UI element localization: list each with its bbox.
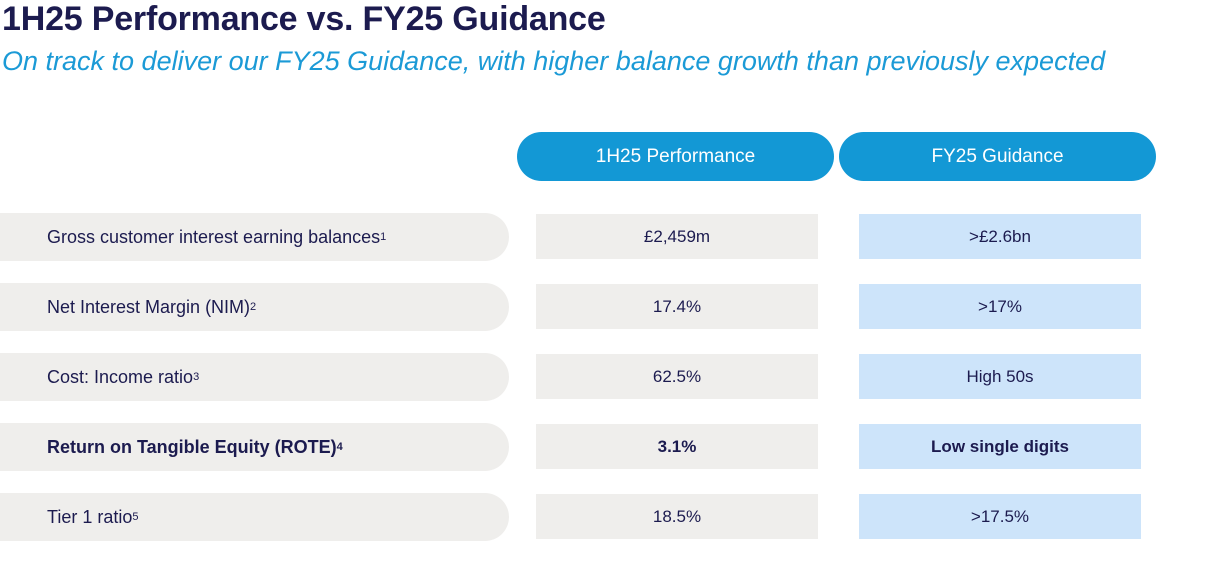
performance-value-nim: 17.4% [536,284,818,329]
column-header-performance: 1H25 Performance [517,132,834,181]
row-label-text: Net Interest Margin (NIM) [47,296,251,317]
guidance-value-gross-balances: >£2.6bn [859,214,1141,259]
row-label-text: Return on Tangible Equity (ROTE) [47,436,337,457]
guidance-value-cost-income: High 50s [859,354,1141,399]
page-subtitle: On track to deliver our FY25 Guidance, w… [2,46,1106,76]
guidance-value-rote: Low single digits [859,424,1141,469]
performance-value-cost-income: 62.5% [536,354,818,399]
page-title: 1H25 Performance vs. FY25 Guidance [2,0,606,38]
column-header-guidance: FY25 Guidance [839,132,1156,181]
performance-value-gross-balances: £2,459m [536,214,818,259]
performance-value-rote: 3.1% [536,424,818,469]
performance-value-tier1: 18.5% [536,494,818,539]
guidance-value-tier1: >17.5% [859,494,1141,539]
row-label-rote: Return on Tangible Equity (ROTE) 4 [0,423,509,471]
row-label-text: Tier 1 ratio [47,506,133,527]
guidance-value-nim: >17% [859,284,1141,329]
row-label-nim: Net Interest Margin (NIM) 2 [0,283,509,331]
row-label-tier1: Tier 1 ratio 5 [0,493,509,541]
row-label-text: Cost: Income ratio [47,366,194,387]
row-label-gross-balances: Gross customer interest earning balances… [0,213,509,261]
row-label-text: Gross customer interest earning balances [47,226,381,247]
row-label-cost-income: Cost: Income ratio 3 [0,353,509,401]
